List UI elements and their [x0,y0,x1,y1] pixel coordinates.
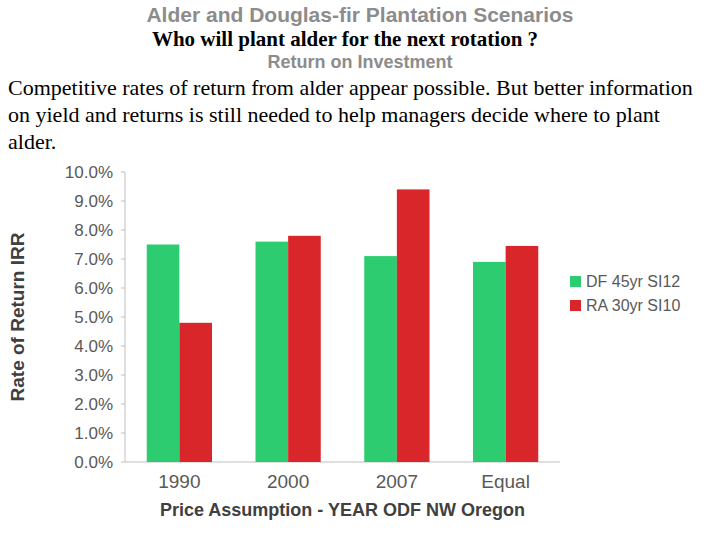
x-axis-title: Price Assumption - YEAR ODF NW Oregon [160,500,525,520]
tick [121,404,125,405]
bar [506,246,539,462]
category-label: Equal [481,471,530,492]
tick [121,259,125,260]
tick-label: 2.0% [74,395,113,414]
bar [397,189,430,462]
tick-label: 9.0% [74,192,113,211]
bar [147,245,180,463]
category-label: 2007 [376,471,418,492]
tick [121,230,125,231]
tick-label: 7.0% [74,250,113,269]
tick-label: 6.0% [74,279,113,298]
tick-label: 1.0% [74,424,113,443]
tick-label: 4.0% [74,337,113,356]
tick-label: 0.0% [74,453,113,472]
tick-label: 8.0% [74,221,113,240]
tick-label: 3.0% [74,366,113,385]
tick [121,288,125,289]
subtitle: Return on Investment [267,52,452,72]
legend-swatch [570,300,581,311]
legend-swatch [570,276,581,287]
title: Alder and Douglas-fir Plantation Scenari… [146,3,573,26]
tick [121,201,125,202]
bar [473,262,506,462]
y-axis-line [125,172,126,462]
category-label: 1990 [158,471,200,492]
tick [121,172,125,173]
paragraph: Competitive rates of return from alder a… [8,74,708,155]
tick [121,346,125,347]
bars [147,189,539,462]
tick [121,317,125,318]
category-label: 2000 [267,471,309,492]
heading: Who will plant alder for the next rotati… [152,27,538,51]
legend-label: RA 30yr SI10 [586,297,680,314]
legend-label: DF 45yr SI12 [586,273,680,290]
tick [121,462,125,463]
tick [121,375,125,376]
tick-label: 10.0% [65,163,113,182]
y-axis-title: Rate of Return IRR [7,232,28,401]
bar [288,236,321,462]
tick-label: 5.0% [74,308,113,327]
bar [364,256,397,462]
chart: Alder and Douglas-fir Plantation Scenari… [0,0,720,540]
bar [256,242,289,462]
tick [121,433,125,434]
bar [179,323,212,462]
